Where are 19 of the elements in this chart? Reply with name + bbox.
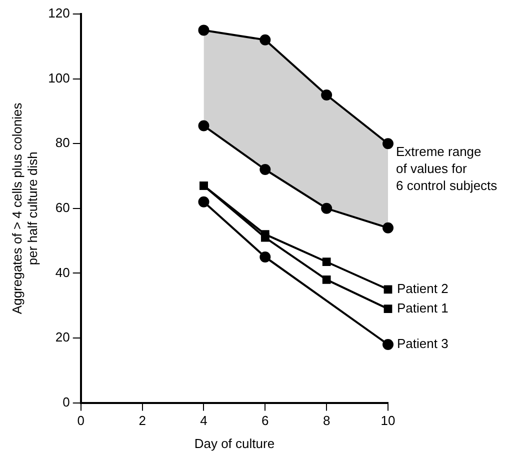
y-tick-label: 0 — [62, 394, 70, 410]
text: Extreme range of values for 6 control subjects — [396, 144, 498, 194]
x-tick-label: 4 — [200, 413, 208, 428]
x-tick-label: 2 — [138, 413, 146, 428]
series-label: Patient 3 — [397, 336, 448, 352]
series-label: Patient 2 — [397, 280, 448, 296]
x-tick-label: 10 — [380, 413, 396, 428]
y-tick-label: 80 — [55, 135, 70, 150]
y-tick-label: 20 — [55, 330, 70, 345]
y-axis-title: Aggregates of > 4 cells plus colonies per half culture dish — [9, 102, 40, 314]
x-tick-label: 6 — [262, 413, 269, 428]
y-tick-label: 100 — [48, 70, 70, 86]
y-tick-label: 60 — [55, 200, 70, 215]
x-tick-label: 0 — [77, 413, 85, 428]
y-tick-label: 40 — [55, 264, 70, 280]
series-label: Patient 1 — [397, 300, 448, 316]
x-axis-title: Day of culture — [194, 436, 275, 451]
y-tick-label: 120 — [48, 6, 70, 21]
x-tick-label: 8 — [322, 413, 330, 428]
